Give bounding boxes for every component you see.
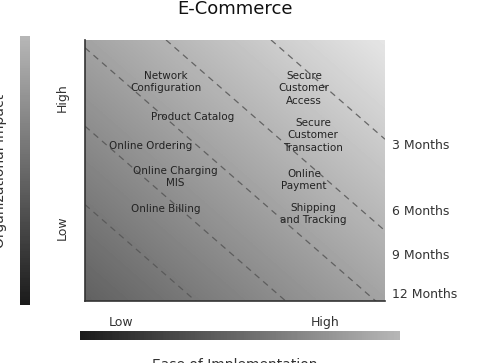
Text: Low: Low — [108, 316, 134, 329]
Text: Online Billing: Online Billing — [131, 204, 201, 213]
Text: 3 Months: 3 Months — [392, 139, 450, 152]
Text: Shipping
and Tracking: Shipping and Tracking — [280, 203, 346, 225]
Text: Product Catalog: Product Catalog — [152, 112, 234, 122]
Text: High: High — [56, 83, 68, 112]
Text: Online Ordering: Online Ordering — [110, 141, 192, 151]
Text: 12 Months: 12 Months — [392, 288, 458, 301]
Text: Ease of Implementation: Ease of Implementation — [152, 358, 318, 363]
Text: High: High — [310, 316, 340, 329]
Text: Secure
Customer
Access: Secure Customer Access — [278, 71, 330, 106]
Text: Online
Payment: Online Payment — [281, 168, 327, 191]
Text: Secure
Customer
Transaction: Secure Customer Transaction — [283, 118, 343, 153]
Text: E-Commerce: E-Commerce — [177, 0, 293, 18]
Text: Network
Configuration: Network Configuration — [130, 70, 202, 93]
Text: Organizational Impact: Organizational Impact — [0, 94, 7, 248]
Text: 6 Months: 6 Months — [392, 205, 450, 218]
Text: Low: Low — [56, 216, 68, 240]
Text: 9 Months: 9 Months — [392, 249, 450, 262]
Text: Online Charging
MIS: Online Charging MIS — [132, 166, 218, 188]
